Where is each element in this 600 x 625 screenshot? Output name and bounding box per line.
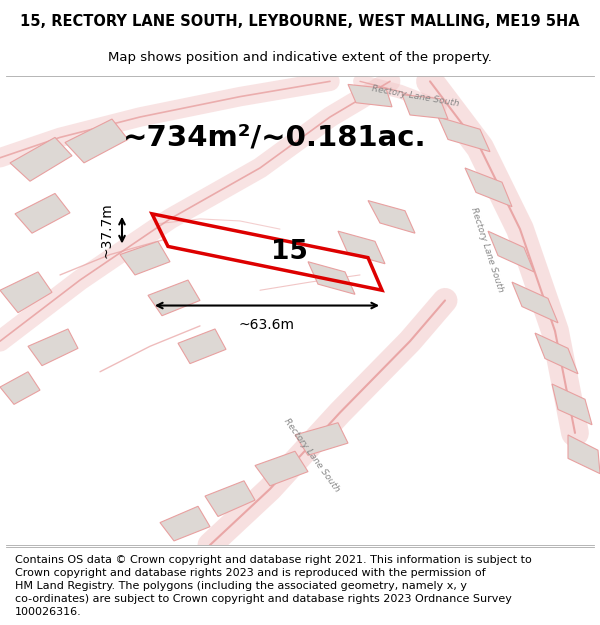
Polygon shape [488, 231, 534, 272]
Polygon shape [535, 333, 578, 374]
Text: Map shows position and indicative extent of the property.: Map shows position and indicative extent… [108, 51, 492, 64]
Text: Contains OS data © Crown copyright and database right 2021. This information is : Contains OS data © Crown copyright and d… [15, 554, 532, 618]
Polygon shape [255, 451, 308, 486]
Polygon shape [568, 435, 600, 474]
Text: Rectory Lane South: Rectory Lane South [283, 417, 341, 494]
Text: Rectory Lane South: Rectory Lane South [469, 206, 505, 293]
Polygon shape [65, 119, 128, 163]
Polygon shape [308, 262, 355, 294]
Polygon shape [348, 84, 392, 107]
Text: 15, RECTORY LANE SOUTH, LEYBOURNE, WEST MALLING, ME19 5HA: 15, RECTORY LANE SOUTH, LEYBOURNE, WEST … [20, 14, 580, 29]
Polygon shape [15, 194, 70, 233]
Polygon shape [205, 481, 255, 516]
Polygon shape [0, 372, 40, 404]
Text: ~37.7m: ~37.7m [99, 202, 113, 258]
Polygon shape [438, 117, 490, 152]
Polygon shape [120, 241, 170, 275]
Polygon shape [402, 94, 448, 119]
Polygon shape [0, 272, 52, 312]
Text: 15: 15 [271, 239, 308, 265]
Polygon shape [148, 280, 200, 316]
Polygon shape [465, 168, 512, 207]
Polygon shape [368, 201, 415, 233]
Polygon shape [552, 384, 592, 425]
Polygon shape [178, 329, 226, 364]
Text: ~63.6m: ~63.6m [239, 318, 295, 332]
Polygon shape [295, 422, 348, 456]
Text: Rectory Lane South: Rectory Lane South [371, 84, 460, 109]
Polygon shape [10, 138, 72, 181]
Polygon shape [338, 231, 385, 264]
Polygon shape [28, 329, 78, 366]
Text: ~734m²/~0.181ac.: ~734m²/~0.181ac. [123, 123, 427, 151]
Polygon shape [160, 506, 210, 541]
Polygon shape [512, 282, 558, 323]
